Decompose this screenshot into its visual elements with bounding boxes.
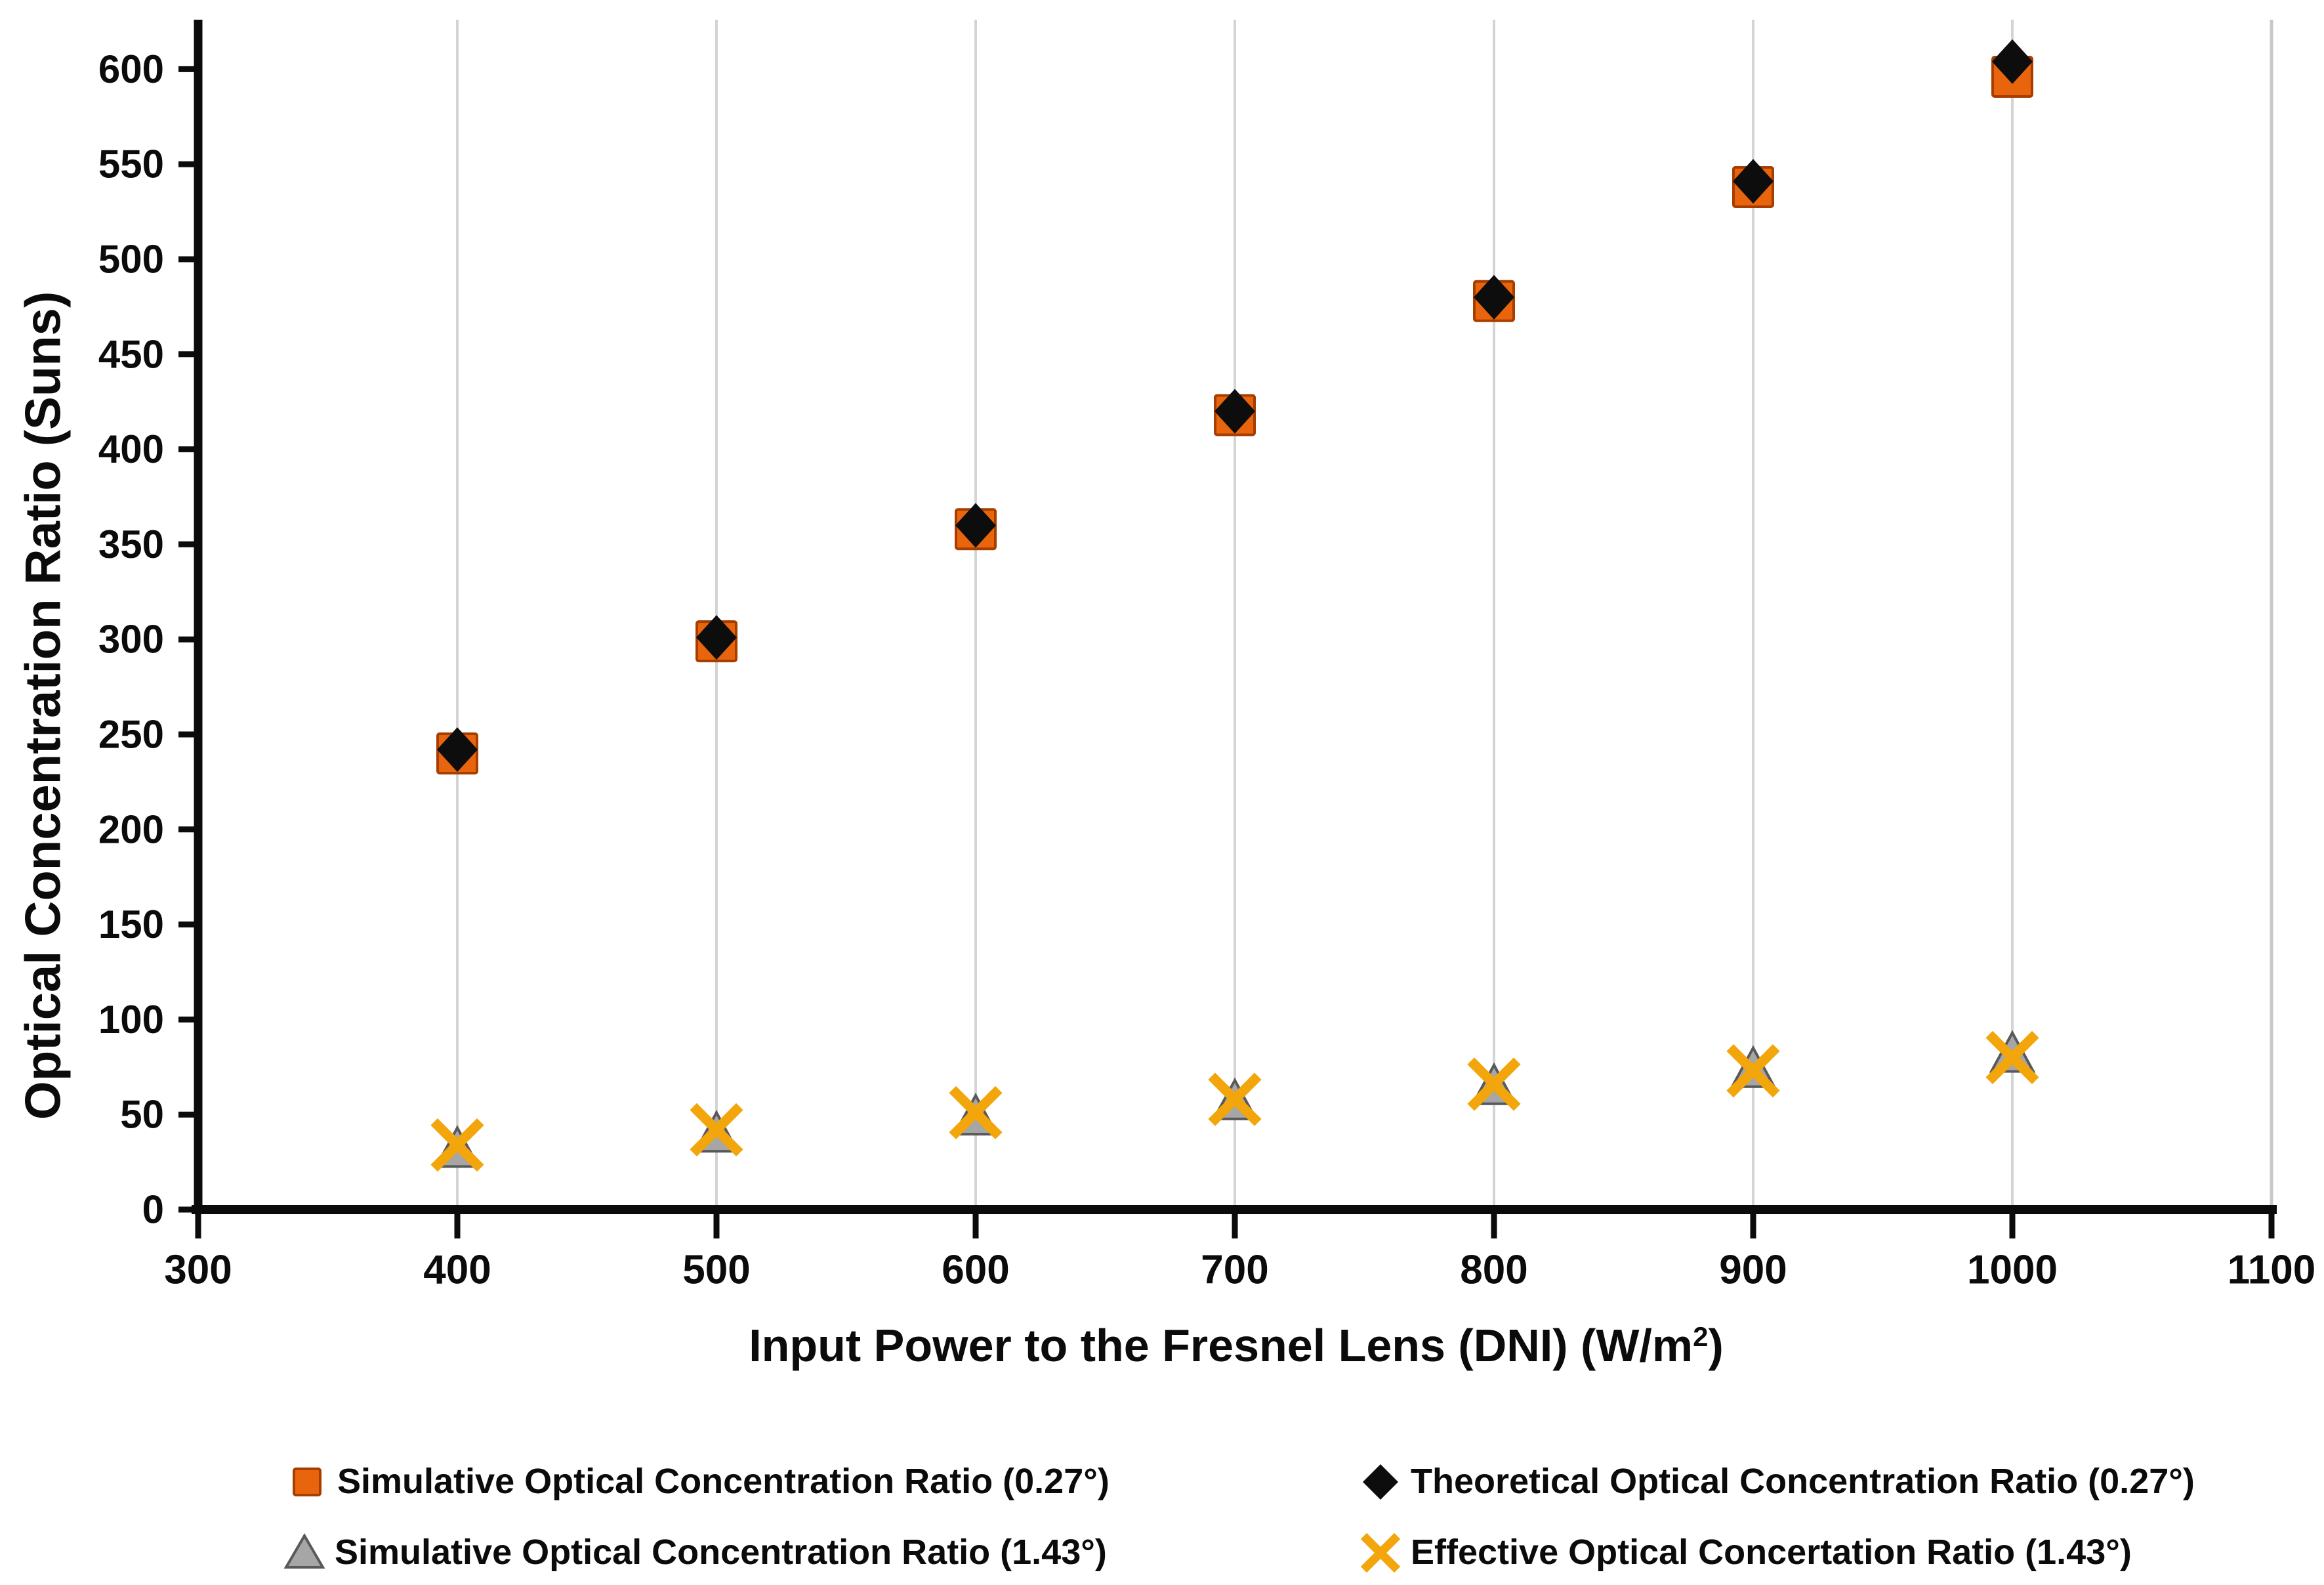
legend-label: Simulative Optical Concentration Ratio (…: [337, 1462, 1110, 1501]
legend-label: Theoretical Optical Concentration Ratio …: [1411, 1462, 2195, 1501]
svg-text:550: 550: [98, 142, 164, 186]
svg-text:1100: 1100: [2228, 1248, 2316, 1293]
x-axis-title-main: Input Power to the Fresnel Lens (DNI) (W…: [749, 1320, 1693, 1371]
svg-text:700: 700: [1201, 1248, 1268, 1293]
y-axis-title: Optical Concentration Ratio (Suns): [15, 291, 72, 1120]
legend-item-effective-143: Effective Optical Concertation Ratio (1.…: [1359, 1529, 2132, 1576]
x-marker-icon: [1360, 1532, 1401, 1573]
legend-item-simulative-143: Simulative Optical Concentration Ratio (…: [283, 1529, 1107, 1576]
svg-text:500: 500: [682, 1248, 750, 1293]
svg-text:600: 600: [942, 1248, 1009, 1293]
legend-label: Simulative Optical Concentration Ratio (…: [335, 1532, 1107, 1572]
svg-text:350: 350: [98, 522, 164, 566]
svg-text:400: 400: [423, 1248, 491, 1293]
svg-text:900: 900: [1719, 1248, 1787, 1293]
svg-text:150: 150: [98, 902, 164, 946]
svg-text:0: 0: [142, 1188, 164, 1232]
legend-item-simulative-027: Simulative Optical Concentration Ratio (…: [286, 1458, 1110, 1505]
square-marker-icon: [293, 1468, 322, 1496]
svg-text:200: 200: [98, 807, 164, 851]
svg-text:500: 500: [98, 238, 164, 282]
x-axis-title-superscript: 2: [1693, 1321, 1709, 1352]
legend-label: Effective Optical Concertation Ratio (1.…: [1411, 1532, 2132, 1572]
svg-text:50: 50: [120, 1093, 164, 1137]
svg-text:1000: 1000: [1967, 1248, 2058, 1293]
triangle-marker-icon: [283, 1533, 325, 1569]
svg-text:450: 450: [98, 332, 164, 376]
svg-text:600: 600: [98, 47, 164, 91]
svg-text:250: 250: [98, 713, 164, 757]
x-axis-title-close: ): [1708, 1320, 1724, 1371]
svg-text:100: 100: [98, 998, 164, 1042]
x-axis-title: Input Power to the Fresnel Lens (DNI) (W…: [749, 1319, 1724, 1372]
svg-text:300: 300: [98, 618, 164, 662]
svg-text:300: 300: [164, 1248, 232, 1293]
svg-text:400: 400: [98, 427, 164, 471]
svg-text:800: 800: [1460, 1248, 1527, 1293]
diamond-marker-icon: [1363, 1464, 1398, 1500]
legend-item-theoretical-027: Theoretical Optical Concentration Ratio …: [1359, 1458, 2195, 1505]
